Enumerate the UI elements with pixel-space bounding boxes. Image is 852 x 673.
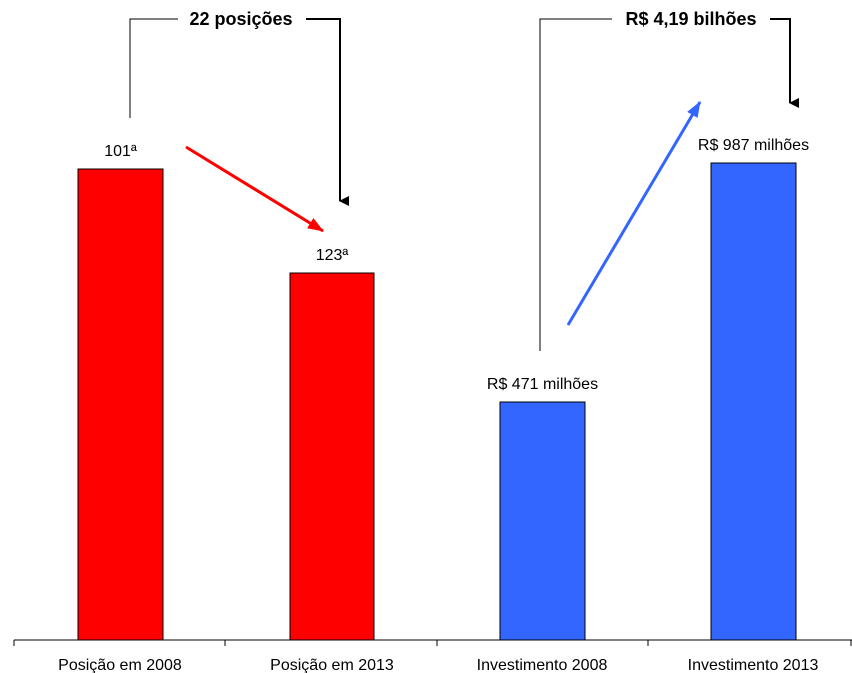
bar: [289, 272, 375, 641]
bar: [499, 401, 586, 641]
positions-change-label: 22 posições: [189, 9, 292, 29]
bar-value-label: 101ª: [104, 143, 137, 160]
positions-bracket-line: [306, 18, 349, 206]
x-tick-label: Investimento 2013: [688, 657, 819, 673]
x-tick-label: Investimento 2008: [477, 657, 608, 673]
positions-bracket-line: [129, 18, 178, 118]
investment-total-label: R$ 4,19 bilhões: [625, 9, 756, 29]
x-tick-label: Posição em 2008: [58, 657, 182, 673]
x-tick-label: Posição em 2013: [270, 657, 394, 673]
positions-change-bracket: 22 posições: [129, 9, 349, 206]
bar-value-label: R$ 987 milhões: [698, 137, 809, 154]
bar-value-label: 123ª: [316, 247, 349, 264]
bar: [710, 162, 797, 641]
bar: [77, 168, 164, 641]
investment-total-bracket: R$ 4,19 bilhões: [539, 9, 799, 351]
investment-trend-arrow: [566, 101, 702, 326]
investment-bracket-line: [539, 18, 612, 351]
bar-value-label: R$ 471 milhões: [487, 376, 598, 393]
investment-bracket-line: [770, 18, 799, 108]
positions-trend-arrow: [185, 145, 324, 233]
